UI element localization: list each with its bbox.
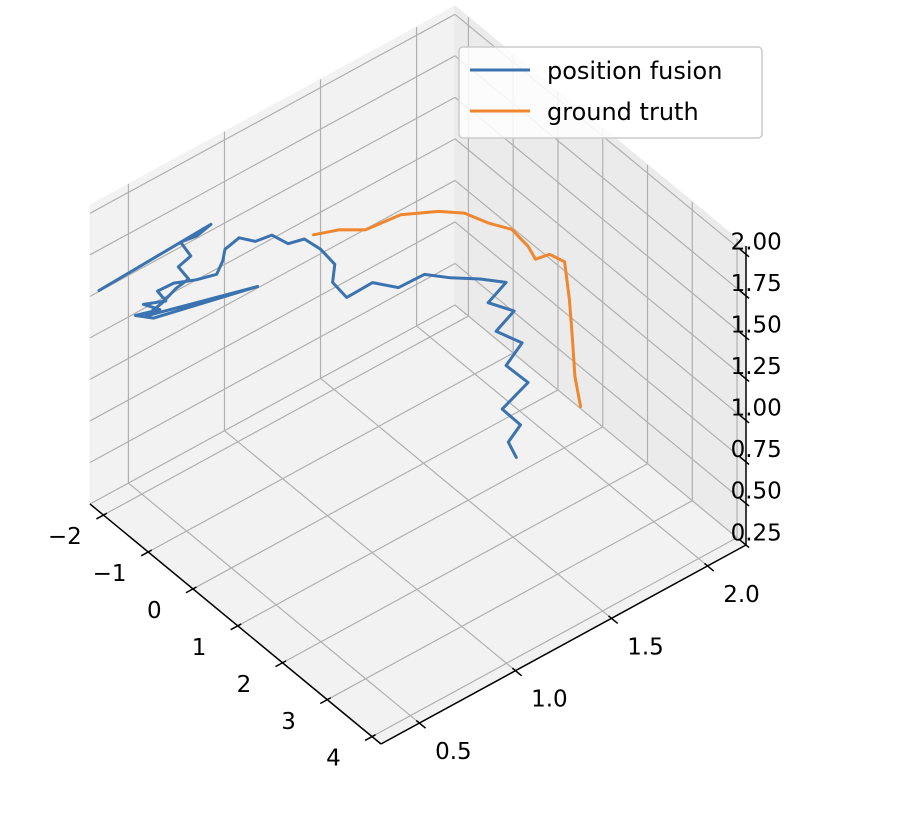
gridline-z-left xyxy=(89,221,456,422)
x-tick-mark xyxy=(140,549,153,557)
z-tick-mark xyxy=(739,414,750,424)
x-axis-line xyxy=(89,503,382,745)
gridline-y-floor xyxy=(416,325,708,567)
legend-label-ground-truth: ground truth xyxy=(547,98,699,126)
gridline-x-floor xyxy=(147,352,514,553)
z-tick-label: 0.25 xyxy=(731,520,782,546)
axes-gridlines xyxy=(89,13,747,738)
gridline-z-left xyxy=(89,179,456,380)
z-tick-label: 2.00 xyxy=(731,230,782,256)
z-tick-label: 0.75 xyxy=(731,437,782,463)
y-tick-mark xyxy=(415,719,427,729)
y-tick-label: 0.5 xyxy=(435,739,472,765)
gridline-z-left xyxy=(89,138,456,339)
z-tick-label: 0.50 xyxy=(731,479,782,505)
gridline-z-left xyxy=(89,55,456,256)
z-tick-mark xyxy=(739,248,750,258)
gridline-z-right xyxy=(454,138,747,380)
z-tick-label: 1.00 xyxy=(731,396,782,422)
gridline-x-floor xyxy=(371,537,738,738)
gridline-x-floor xyxy=(103,315,469,516)
gridline-z-left xyxy=(89,96,456,297)
y-tick-label: 1.0 xyxy=(531,687,568,713)
z-tick-label: 1.50 xyxy=(731,313,782,339)
x-tick-mark xyxy=(96,512,108,520)
gridline-z-left xyxy=(89,262,456,463)
gridline-x-floor xyxy=(192,389,559,590)
x-tick-mark xyxy=(364,734,376,742)
x-tick-mark xyxy=(319,697,332,705)
gridline-y-floor xyxy=(224,430,516,672)
x-tick-label: 1 xyxy=(192,635,207,661)
gridline-z-right xyxy=(454,304,747,546)
y-axis-line xyxy=(380,544,747,745)
z-tick-mark xyxy=(739,373,750,383)
x-tick-label: 2 xyxy=(237,672,252,698)
legend-frame xyxy=(458,46,763,139)
z-tick-label: 1.25 xyxy=(731,354,782,380)
gridline-x-floor xyxy=(326,500,693,701)
gridline-x-floor xyxy=(282,463,648,664)
series-line-position-fusion xyxy=(97,222,530,459)
gridline-z-right xyxy=(454,263,747,504)
x-tick-label: −2 xyxy=(48,524,82,550)
gridline-z-left xyxy=(89,304,456,505)
gridline-y-floor xyxy=(128,482,420,724)
x-tick-mark xyxy=(185,586,197,594)
legend-label-position-fusion: position fusion xyxy=(547,57,722,85)
y-tick-label: 1.5 xyxy=(627,634,664,660)
legend: position fusion ground truth xyxy=(458,46,763,139)
y-tick-mark xyxy=(704,562,715,572)
x-tick-label: −1 xyxy=(93,561,127,587)
gridline-x-floor xyxy=(237,426,604,627)
series-lines xyxy=(97,209,583,459)
axes-lines: −2 −1 0 1 2 3 4 0.5 1.0 1.5 2.0 0.25 0.50 0.75 1.00 1.2… xyxy=(48,230,782,772)
y-tick-mark xyxy=(607,615,619,624)
x-tick-label: 3 xyxy=(281,709,296,735)
y-tick-mark xyxy=(511,667,523,677)
x-tick-mark xyxy=(230,623,242,631)
gridline-y-floor xyxy=(320,377,612,619)
z-tick-mark xyxy=(739,539,750,549)
z-tick-mark xyxy=(739,290,750,299)
z-tick-label: 1.75 xyxy=(731,271,782,297)
z-tick-mark xyxy=(739,331,750,341)
series-line-ground-truth xyxy=(311,209,583,409)
gridline-z-right xyxy=(454,221,747,463)
x-tick-mark xyxy=(275,660,287,668)
x-tick-label: 0 xyxy=(147,598,162,624)
x-tick-label: 4 xyxy=(326,746,341,772)
y-tick-label: 2.0 xyxy=(723,582,760,608)
gridline-z-right xyxy=(454,179,747,421)
z-tick-mark xyxy=(739,456,750,466)
gridline-z-left xyxy=(89,13,456,214)
z-tick-mark xyxy=(739,497,750,507)
